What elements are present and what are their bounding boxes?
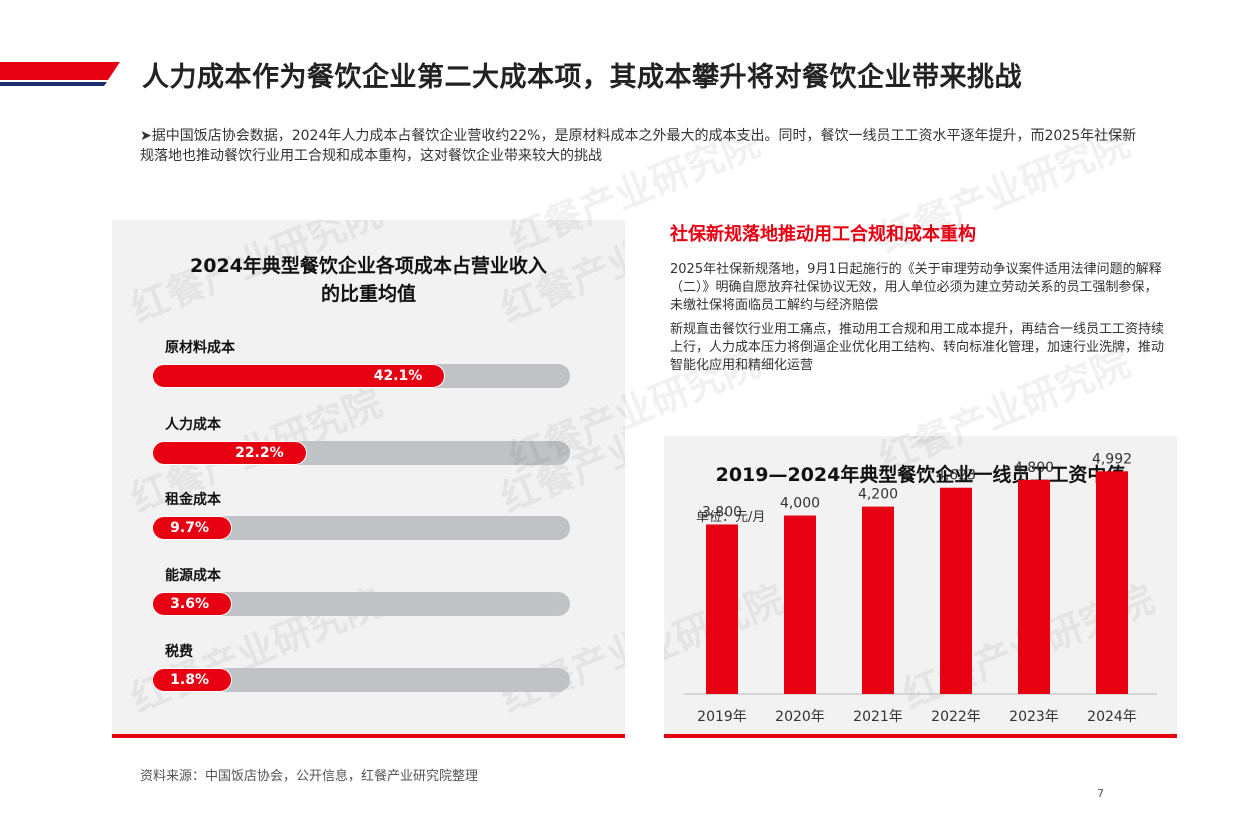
- wage-chart-panel: 红餐产业研究院 红餐产业研究院 红餐产业研究院 红餐产业研究院 2019—202…: [664, 436, 1177, 738]
- cost-bar-track: 3.6%: [152, 592, 570, 616]
- wage-year-label: 2022年: [931, 709, 981, 725]
- cost-bar: 3.6%: [152, 592, 232, 616]
- wage-value-label: 4,992: [1092, 451, 1132, 467]
- cost-value-label: 1.8%: [170, 672, 209, 688]
- cost-bar: 9.7%: [152, 516, 232, 540]
- cost-share-chart-panel: 红餐产业研究院 红餐产业研究院 红餐产业研究院 红餐产业研究院 红餐产业研究院 …: [112, 220, 625, 738]
- cost-row: 人力成本 22.2%: [152, 415, 572, 465]
- social-insurance-paragraph-1: 2025年社保新规落地，9月1日起施行的《关于审理劳动争议案件适用法律问题的解释…: [670, 262, 1162, 313]
- wage-bar-chart: 3,800 2019年 4,000 2020年 4,200 2021年 4,623 2022年…: [684, 451, 1157, 725]
- cost-row: 租金成本 9.7%: [152, 490, 572, 540]
- cost-bar-track: 1.8%: [152, 668, 570, 692]
- cost-value-label: 3.6%: [170, 596, 209, 612]
- wage-bar: [1096, 471, 1128, 694]
- wage-bar: [940, 487, 972, 694]
- cost-category-label: 税费: [165, 644, 193, 660]
- social-insurance-heading: 社保新规落地推动用工合规和成本重构: [670, 224, 976, 245]
- cost-bar-track: 9.7%: [152, 516, 570, 540]
- wage-bar: [784, 515, 816, 694]
- wage-year-label: 2019年: [697, 709, 747, 725]
- accent-red-stripe: [0, 62, 120, 80]
- page-title: 人力成本作为餐饮企业第二大成本项，其成本攀升将对餐饮企业带来挑战: [142, 62, 1022, 93]
- wage-value-label: 4,623: [936, 468, 976, 484]
- cost-row: 原材料成本 42.1%: [152, 338, 572, 388]
- cost-value-label: 22.2%: [235, 445, 284, 461]
- wage-year-label: 2024年: [1087, 709, 1137, 725]
- cost-category-label: 人力成本: [165, 417, 221, 433]
- source-note: 资料来源：中国饭店协会，公开信息，红餐产业研究院整理: [140, 769, 479, 784]
- cost-category-label: 原材料成本: [165, 340, 235, 356]
- intro-text: ➤据中国饭店协会数据，2024年人力成本占餐饮企业营收约22%，是原材料成本之外…: [140, 128, 1137, 164]
- cost-bar-track: 42.1%: [152, 364, 570, 388]
- header-accent-stripes: [0, 62, 120, 86]
- page-number: 7: [1097, 787, 1104, 800]
- wage-chart-unit: 单位：元/月: [696, 510, 766, 525]
- wage-bar: [706, 524, 738, 694]
- cost-value-label: 9.7%: [170, 520, 209, 536]
- cost-bar: 22.2%: [152, 441, 307, 465]
- wage-year-label: 2023年: [1009, 709, 1059, 725]
- wage-bar: [862, 506, 894, 694]
- cost-share-chart-title-line: 的比重均值: [320, 283, 416, 305]
- cost-category-label: 能源成本: [165, 568, 221, 584]
- cost-row: 能源成本 3.6%: [152, 566, 572, 616]
- cost-bar: 1.8%: [152, 668, 232, 692]
- wage-value-label: 3,800: [702, 504, 742, 520]
- wage-bar: [1018, 479, 1050, 694]
- cost-bar-track: 22.2%: [152, 441, 570, 465]
- wage-year-label: 2020年: [775, 709, 825, 725]
- cost-value-label: 42.1%: [373, 368, 423, 384]
- wage-value-label: 4,200: [858, 487, 898, 503]
- cost-bar: 42.1%: [152, 364, 446, 388]
- wage-year-label: 2021年: [853, 709, 903, 725]
- accent-navy-stripe: [0, 82, 107, 86]
- wage-value-label: 4,800: [1014, 460, 1054, 476]
- cost-share-chart-title-line: 2024年典型餐饮企业各项成本占营业收入: [190, 255, 547, 277]
- social-insurance-paragraph-2: 新规直击餐饮行业用工痛点，推动用工合规和用工成本提升，再结合一线员工工资持续上行…: [670, 322, 1165, 373]
- cost-category-label: 租金成本: [165, 492, 221, 508]
- wage-value-label: 4,000: [780, 496, 820, 512]
- cost-share-chart-title: 2024年典型餐饮企业各项成本占营业收入 的比重均值: [112, 252, 625, 308]
- cost-row: 税费 1.8%: [152, 642, 572, 692]
